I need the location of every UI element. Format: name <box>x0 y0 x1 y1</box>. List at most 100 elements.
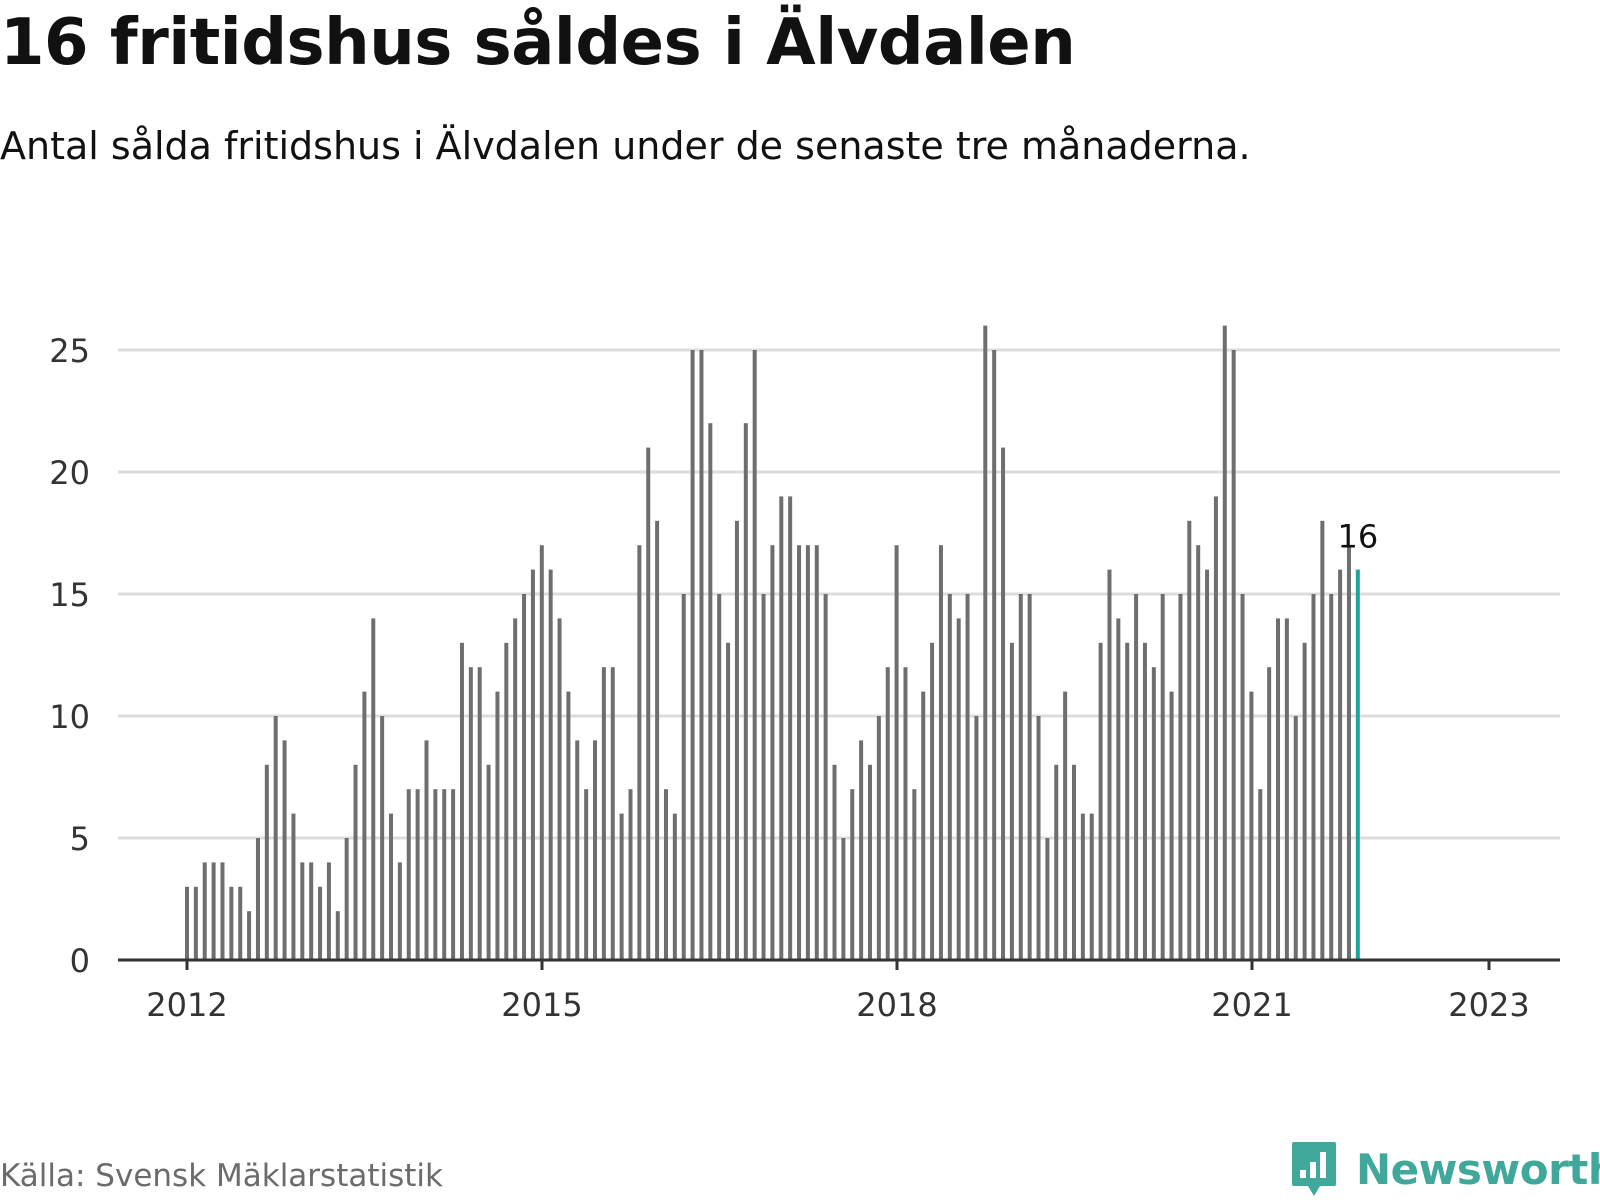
bar <box>264 764 269 960</box>
bar <box>1302 642 1307 960</box>
bar <box>504 642 509 960</box>
bar <box>593 740 598 960</box>
bar <box>965 594 970 960</box>
bar <box>451 789 456 960</box>
newsworthy-logo-icon <box>1292 1142 1336 1196</box>
bar <box>859 740 864 960</box>
bar <box>1240 594 1245 960</box>
bar <box>1213 496 1218 960</box>
brand-name: Newsworthy <box>1356 1144 1600 1194</box>
bar <box>557 618 562 960</box>
bar <box>1284 618 1289 960</box>
bar <box>247 911 252 960</box>
bar <box>726 642 731 960</box>
bar <box>202 862 207 960</box>
bar <box>797 545 802 960</box>
bar <box>1116 618 1121 960</box>
bar <box>389 813 394 960</box>
bar <box>938 545 943 960</box>
bar <box>1249 691 1254 960</box>
bar <box>1222 325 1227 961</box>
bar <box>921 691 926 960</box>
bar <box>548 569 553 960</box>
bar <box>433 789 438 960</box>
bar <box>566 691 571 960</box>
x-tick-label: 2012 <box>146 986 227 1024</box>
bar <box>672 813 677 960</box>
bar <box>442 789 447 960</box>
bar <box>947 594 952 960</box>
bar <box>832 764 837 960</box>
bar <box>681 594 686 960</box>
x-tick-label: 2023 <box>1448 986 1529 1024</box>
bar <box>841 838 846 960</box>
bar <box>1160 594 1165 960</box>
bar <box>1080 813 1085 960</box>
bar <box>522 594 527 960</box>
bar <box>734 520 739 960</box>
bar <box>1027 594 1032 960</box>
bar <box>1089 813 1094 960</box>
bar <box>930 642 935 960</box>
bar <box>468 667 473 960</box>
bar <box>380 716 385 960</box>
bar <box>814 545 819 960</box>
latest-value-label: 16 <box>1337 518 1378 556</box>
bar <box>353 764 358 960</box>
bar <box>539 545 544 960</box>
bar <box>912 789 917 960</box>
bar <box>690 350 695 960</box>
bar <box>1072 764 1076 960</box>
bar <box>610 667 615 960</box>
y-tick-label: 5 <box>70 820 90 858</box>
bar <box>1338 569 1343 960</box>
bar <box>229 886 234 960</box>
bar <box>1169 691 1174 960</box>
bar <box>371 618 376 960</box>
bar <box>185 886 189 960</box>
bar <box>362 691 367 960</box>
bar <box>601 667 606 960</box>
bar <box>530 569 535 960</box>
bar <box>1036 716 1041 960</box>
bar <box>300 862 305 960</box>
bar <box>1045 838 1050 960</box>
bar <box>220 862 225 960</box>
bar <box>513 618 518 960</box>
source-note: Källa: Svensk Mäklarstatistik <box>0 1158 443 1194</box>
bar <box>1098 642 1103 960</box>
bar <box>1001 447 1006 961</box>
bar <box>1320 520 1325 960</box>
bar <box>992 350 997 960</box>
bar <box>876 716 881 960</box>
bar <box>495 691 500 960</box>
bar <box>575 740 580 960</box>
bar <box>823 594 828 960</box>
bar <box>743 423 748 960</box>
bar <box>663 789 668 960</box>
bar <box>1151 667 1156 960</box>
bar <box>477 667 482 960</box>
bar <box>326 862 331 960</box>
y-tick-label: 25 <box>49 332 90 370</box>
x-tick-label: 2015 <box>501 986 582 1024</box>
bar <box>1054 764 1059 960</box>
bar <box>193 886 198 960</box>
bar <box>885 667 890 960</box>
bar <box>1142 642 1147 960</box>
bar <box>459 642 464 960</box>
bar <box>1063 691 1068 960</box>
bar <box>344 838 349 960</box>
bar <box>335 911 340 960</box>
bar <box>956 618 961 960</box>
bar <box>717 594 722 960</box>
bar <box>1125 642 1130 960</box>
bar <box>424 740 429 960</box>
bar <box>406 789 411 960</box>
bar <box>1267 667 1272 960</box>
bar-chart: 0 5 10 15 20 25 16 2012 2015 2018 2021 2023 <box>49 325 1560 1024</box>
bar <box>637 545 642 960</box>
brand-logo[interactable]: Newsworthy <box>1290 1140 1600 1198</box>
bar <box>1178 594 1183 960</box>
bar <box>486 764 491 960</box>
